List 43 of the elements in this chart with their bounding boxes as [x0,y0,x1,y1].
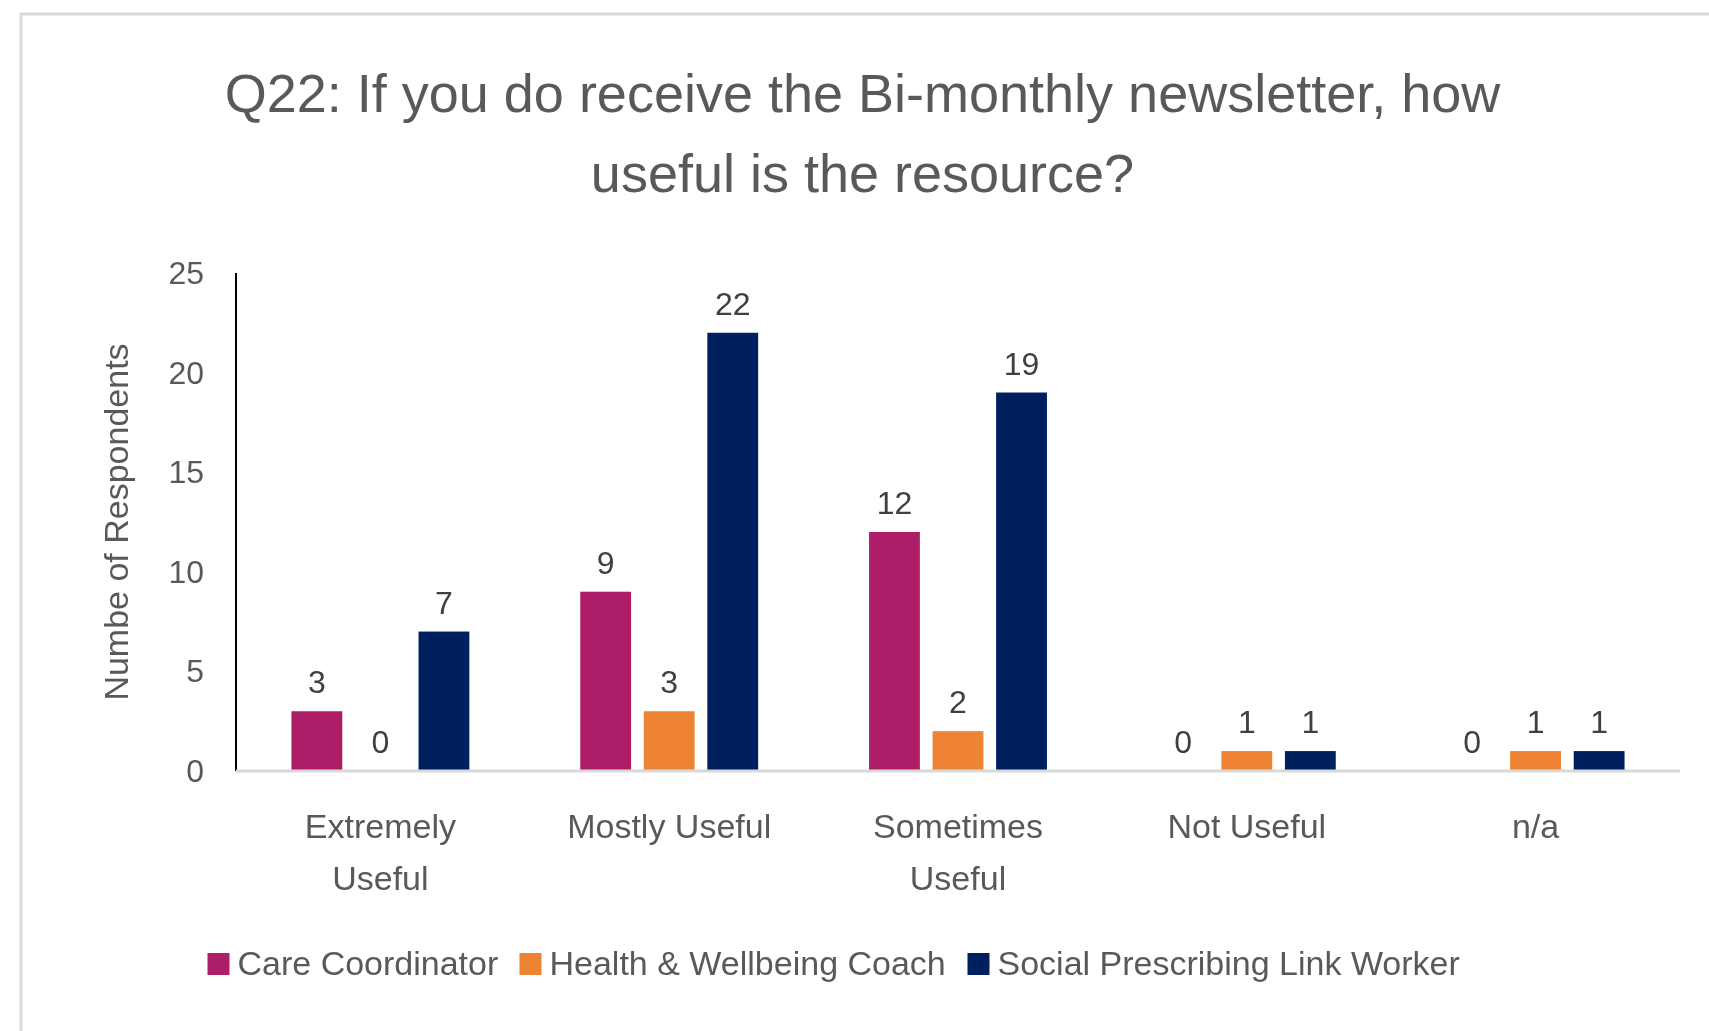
chart-title: Q22: If you do receive the Bi-monthly newsletter, how useful is the resource? [224,63,1502,203]
legend-label: Care Coordinator [237,944,499,982]
y-tick-label: 10 [168,553,204,590]
bar [996,392,1047,771]
data-label: 0 [1174,724,1193,760]
bar [291,711,343,771]
x-tick-label: n/a [1511,807,1560,845]
y-tick-label: 0 [186,753,204,789]
y-tick-label: 20 [168,354,204,391]
x-tick-label: Mostly Useful [567,807,772,845]
bar [418,631,470,771]
y-tick-label: 25 [168,255,204,291]
data-label: 3 [660,664,679,701]
data-label: 22 [714,285,751,322]
data-label: 3 [307,664,326,701]
bar [932,731,984,771]
data-label: 1 [1526,704,1545,741]
bar [643,711,695,771]
data-label: 0 [1463,724,1481,760]
bar [1284,751,1336,771]
y-axis-title: Numbe of Respondents [97,343,135,701]
data-label: 1 [1590,704,1609,741]
x-tick-label: Sometimes Useful [872,807,1044,897]
legend-label: Health & Wellbeing Coach [549,944,946,982]
data-label: 9 [596,544,615,581]
bar [580,591,632,771]
data-label: 2 [949,684,967,721]
bar [1573,751,1625,771]
data-label: 1 [1301,704,1320,741]
data-label: 12 [876,484,913,521]
x-tick-label: Not Useful [1167,807,1327,845]
data-label: 19 [1003,345,1040,382]
bar [869,531,920,771]
bar [1510,751,1562,771]
bar [707,332,759,771]
data-label: 0 [371,724,390,760]
bar [1221,751,1273,771]
y-tick-label: 15 [168,454,204,491]
y-tick-label: 5 [186,653,204,690]
data-label: 7 [435,584,453,621]
x-tick-label: Extremely Useful [304,807,456,897]
legend-label: Social Prescribing Link Worker [997,944,1460,982]
data-label: 1 [1237,704,1256,741]
